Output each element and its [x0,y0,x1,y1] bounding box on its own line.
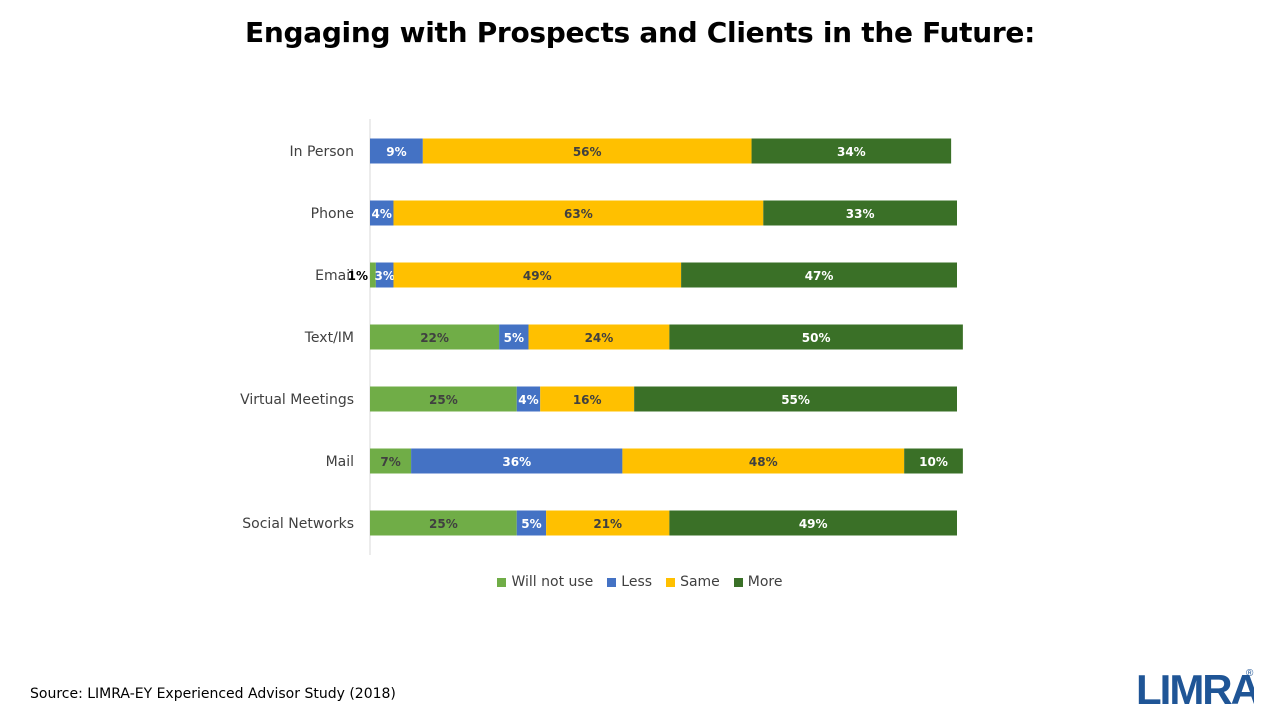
source-note: Source: LIMRA-EY Experienced Advisor Stu… [30,686,396,702]
data-label: 63% [564,207,593,221]
data-label: 49% [523,269,552,283]
category-label: Text/IM [304,330,354,346]
data-label: 10% [919,455,948,469]
category-label: Social Networks [242,516,354,532]
bar-segment [681,262,957,288]
data-label: 4% [518,393,538,407]
data-label: 24% [585,331,614,345]
svg-text:LIMRA: LIMRA [1136,666,1254,710]
data-label: 56% [573,145,602,159]
data-label: 16% [573,393,602,407]
legend-swatch [666,577,676,587]
legend-label: Will not use [511,574,594,590]
legend-label: More [747,574,783,590]
data-label: 34% [837,145,866,159]
data-label: 48% [749,455,778,469]
bar-segment [763,200,957,226]
legend-swatch [497,577,507,587]
data-label: 25% [429,393,458,407]
svg-text:®: ® [1246,668,1254,679]
bar-segment [370,510,517,536]
bar-segment [370,200,394,226]
legend-swatch [733,577,743,587]
bar-segment [904,448,963,474]
limra-logo: LIMRA ® [1136,666,1254,710]
data-label: 4% [372,207,392,221]
category-label: Virtual Meetings [240,392,354,408]
bar-segment [370,324,500,350]
data-label: 1% [348,269,368,283]
data-label: 55% [781,393,810,407]
bar-segment [422,138,752,164]
bar-segment [411,448,623,474]
bar-segment [516,386,541,412]
data-label: 47% [805,269,834,283]
legend-item: Will not use [497,574,593,590]
legend-swatch [607,577,617,587]
bar-segment [499,324,529,350]
category-label: Mail [326,454,354,470]
bar-segment [622,448,905,474]
legend-item: More [733,574,783,590]
data-label: 9% [386,145,406,159]
bar-segment [669,324,963,350]
bar-segment [516,510,547,536]
legend-label: Less [621,574,653,590]
legend-item: Same [666,574,720,590]
chart-title: Engaging with Prospects and Clients in t… [245,16,1035,49]
chart-legend: Will not use Less Same More [0,574,1280,590]
data-label: 7% [380,455,400,469]
bar-segment [540,386,635,412]
bar-segment [634,386,957,412]
bar-segment [370,448,412,474]
data-label: 36% [502,455,531,469]
legend-label: Same [680,574,720,590]
bar-segment [393,262,682,288]
data-label: 25% [429,517,458,531]
bar-segment [393,200,764,226]
category-label: Phone [311,206,354,222]
data-label: 5% [521,517,541,531]
data-label: 21% [593,517,622,531]
bar-segment [375,262,394,288]
data-label: 33% [846,207,875,221]
bar-segment [669,510,957,536]
bar-segment [370,386,517,412]
data-label: 5% [504,331,524,345]
bar-segment [546,510,670,536]
legend-item: Less [607,574,652,590]
category-label: In Person [290,144,355,160]
data-label: 3% [374,269,394,283]
data-label: 22% [420,331,449,345]
data-label: 50% [802,331,831,345]
bar-segment [370,262,376,288]
bar-segment [751,138,952,164]
bar-segment [370,138,423,164]
bar-segment [528,324,670,350]
category-label: Email [315,268,354,284]
data-label: 49% [799,517,828,531]
